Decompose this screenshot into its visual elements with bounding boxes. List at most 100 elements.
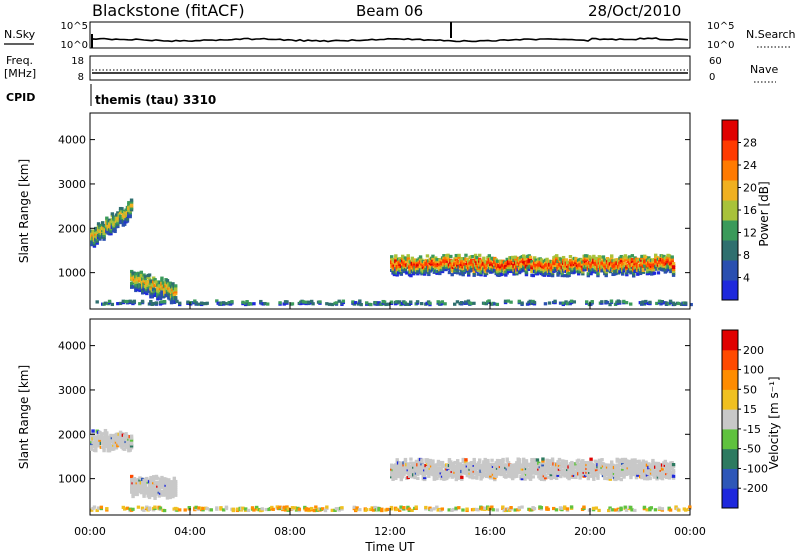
scatter-cell (138, 288, 142, 293)
scatter-cell (201, 301, 205, 306)
nsky-tick-bottom: 10^0 (61, 40, 88, 51)
scatter-cell (609, 299, 614, 303)
scatter-cell (145, 291, 149, 296)
scatter-cell (152, 483, 156, 487)
scatter-cell (446, 467, 450, 471)
scatter-cell (479, 271, 483, 275)
scatter-cell (312, 508, 317, 513)
scatter-cell (523, 259, 527, 263)
scatter-cell (600, 300, 604, 304)
scatter-cell (644, 299, 648, 304)
scatter-cell (621, 469, 625, 473)
scatter-cell (153, 496, 157, 500)
scatter-cell (629, 302, 633, 306)
scatter-cell (643, 465, 647, 469)
scatter-cell (528, 477, 533, 481)
scatter-cell (557, 469, 562, 473)
scatter-cell (425, 458, 430, 462)
scatter-cell (629, 474, 633, 478)
scatter-cell (614, 472, 618, 476)
scatter-cell (531, 475, 536, 479)
scatter-cell (451, 507, 456, 512)
scatter-cell (174, 485, 178, 490)
scatter-cell (172, 476, 177, 480)
scatter-cell (495, 458, 500, 463)
scatter-cell (461, 273, 465, 277)
scatter-cell (431, 459, 435, 463)
scatter-cell (462, 467, 467, 471)
scatter-cell (401, 475, 405, 479)
scatter-cell (572, 463, 577, 468)
scatter-cell (505, 465, 509, 469)
scatter-cell (168, 293, 172, 297)
scatter-cell (143, 277, 148, 281)
scatter-cell (566, 260, 570, 264)
scatter-cell (585, 460, 589, 465)
scatter-cell (222, 508, 226, 512)
scatter-cell (555, 256, 559, 260)
scatter-cell (552, 261, 556, 266)
scatter-cell (530, 260, 534, 264)
scatter-cell (136, 485, 141, 490)
scatter-cell (655, 471, 659, 475)
scatter-cell (523, 257, 527, 261)
scatter-cell (92, 442, 97, 447)
scatter-cell (546, 475, 551, 479)
date-title: 28/Oct/2010 (588, 2, 681, 20)
colorbar-segment (722, 488, 738, 509)
scatter-cell (594, 468, 599, 472)
scatter-cell (143, 275, 148, 279)
scatter-cell (590, 463, 595, 467)
velocity-ylabel: Slant Range [km] (17, 365, 31, 469)
scatter-cell (660, 469, 665, 473)
scatter-cell (446, 257, 450, 261)
scatter-cell (528, 473, 533, 478)
scatter-cell (424, 268, 428, 272)
scatter-cell (391, 477, 395, 481)
scatter-cell (456, 269, 460, 273)
scatter-cell (132, 299, 137, 303)
scatter-cell (310, 506, 314, 511)
scatter-cell (429, 508, 434, 512)
scatter-cell (435, 271, 439, 275)
scatter-cell (476, 508, 480, 512)
scatter-cell (224, 505, 229, 509)
scatter-cell (160, 300, 164, 304)
scatter-cell (530, 461, 534, 466)
scatter-cell (395, 507, 399, 511)
scatter-cell (152, 286, 156, 290)
scatter-cell (534, 258, 538, 262)
scatter-cell (554, 508, 559, 512)
colorbar-segment (722, 330, 738, 351)
scatter-cell (219, 506, 223, 510)
scatter-cell (160, 278, 164, 282)
scatter-cell (114, 213, 119, 217)
scatter-cell (149, 485, 153, 490)
scatter-cell (460, 258, 464, 263)
scatter-cell (641, 473, 646, 477)
scatter-cell (501, 457, 505, 462)
scatter-cell (500, 261, 504, 265)
colorbar-tick-label: 28 (743, 137, 757, 150)
scatter-cell (423, 272, 427, 276)
colorbar-segment (722, 428, 738, 450)
scatter-cell (645, 508, 649, 512)
scatter-cell (174, 487, 178, 492)
scatter-cell (109, 230, 113, 234)
scatter-cell (560, 272, 564, 276)
scatter-cell (399, 505, 403, 509)
scatter-cell (456, 271, 460, 275)
scatter-cell (641, 266, 646, 271)
scatter-cell (634, 261, 639, 265)
scatter-cell (515, 266, 519, 270)
scatter-cell (99, 434, 104, 438)
scatter-cell (461, 457, 465, 462)
scatter-cell (174, 296, 178, 300)
scatter-cell (634, 476, 639, 480)
scatter-cell (544, 464, 548, 468)
scatter-cell (304, 507, 308, 511)
scatter-cell (158, 506, 163, 510)
scatter-cell (660, 477, 665, 481)
scatter-cell (167, 478, 171, 482)
scatter-cell (599, 263, 603, 267)
